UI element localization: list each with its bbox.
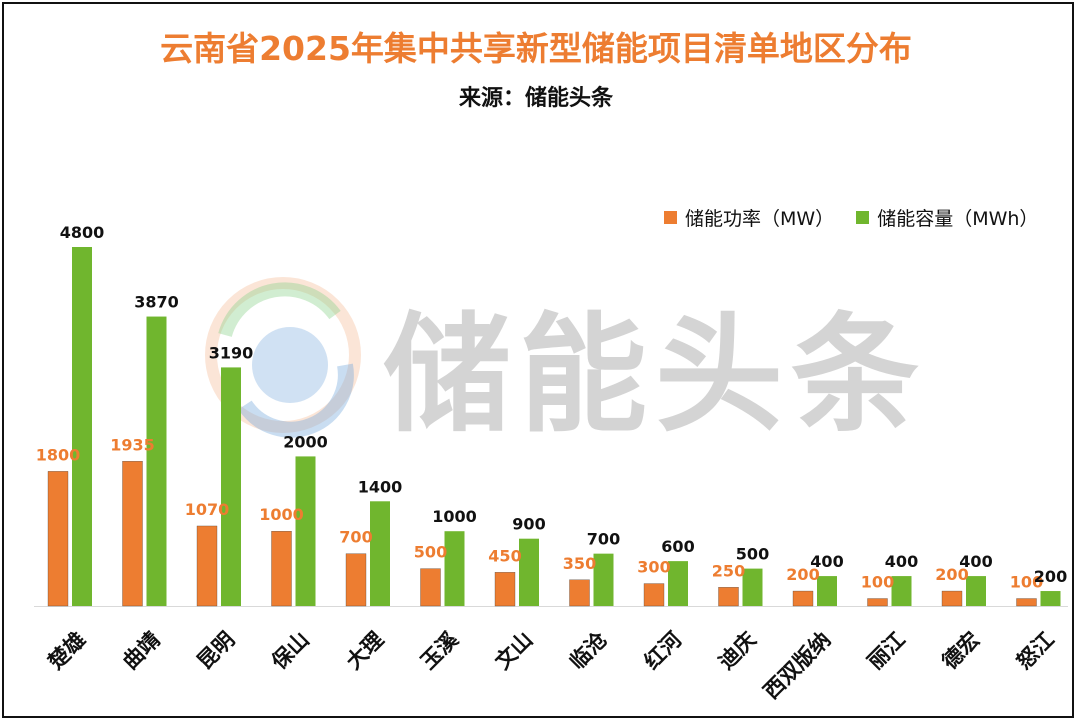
- label-power-4: 700: [339, 528, 372, 547]
- chart-title: 云南省2025年集中共享新型储能项目清单地区分布: [160, 29, 912, 68]
- bar-capacity-13: [1040, 591, 1061, 606]
- bar-power-8: [643, 583, 665, 607]
- label-power-13: 100: [1010, 573, 1043, 592]
- category-label-1: 曲靖: [118, 627, 165, 674]
- legend-swatch-power: [664, 211, 677, 224]
- bar-power-11: [867, 598, 888, 607]
- label-capacity-4: 1400: [358, 477, 403, 496]
- label-power-5: 500: [414, 543, 447, 562]
- bar-capacity-1: [146, 316, 167, 606]
- bar-capacity-2: [221, 367, 241, 606]
- label-power-9: 250: [712, 561, 745, 580]
- label-capacity-12: 400: [959, 552, 992, 571]
- bar-power-7: [569, 579, 590, 607]
- category-label-4: 大理: [342, 627, 389, 674]
- bar-capacity-6: [519, 538, 539, 606]
- category-label-13: 怒江: [1012, 627, 1059, 674]
- label-capacity-1: 3870: [134, 293, 179, 312]
- category-label-5: 玉溪: [416, 627, 463, 674]
- bar-capacity-12: [966, 576, 986, 606]
- bar-power-12: [941, 590, 963, 607]
- label-capacity-13: 200: [1034, 567, 1067, 586]
- legend-label-power: 储能功率（MW）: [685, 208, 835, 230]
- label-power-11: 100: [861, 573, 894, 592]
- bar-capacity-0: [72, 247, 92, 606]
- legend-label-capacity: 储能容量（MWh）: [877, 208, 1039, 230]
- label-capacity-3: 2000: [283, 432, 328, 451]
- bar-power-1: [122, 461, 143, 607]
- label-capacity-10: 400: [810, 552, 843, 571]
- category-label-2: 昆明: [193, 627, 240, 674]
- bar-power-5: [420, 568, 441, 607]
- label-power-12: 200: [935, 565, 968, 584]
- label-power-10: 200: [786, 565, 819, 584]
- legend: 储能功率（MW） 储能容量（MWh）: [664, 204, 1060, 231]
- bar-power-13: [1016, 598, 1037, 607]
- label-capacity-6: 900: [512, 515, 545, 534]
- legend-swatch-capacity: [856, 211, 870, 224]
- bar-capacity-10: [817, 576, 837, 606]
- category-label-11: 丽江: [863, 627, 910, 674]
- label-power-2: 1070: [185, 500, 230, 519]
- label-power-8: 300: [637, 558, 670, 577]
- label-capacity-5: 1000: [432, 507, 477, 526]
- bar-capacity-7: [593, 553, 614, 606]
- bar-power-10: [792, 590, 814, 607]
- bar-power-0: [47, 471, 69, 607]
- category-label-10: 西双版纳: [759, 627, 835, 703]
- bar-capacity-11: [891, 576, 912, 606]
- category-label-0: 楚雄: [44, 627, 91, 674]
- label-capacity-0: 4800: [60, 223, 105, 242]
- label-capacity-11: 400: [885, 552, 918, 571]
- bar-power-3: [271, 531, 292, 607]
- bar-capacity-8: [668, 561, 688, 606]
- label-power-7: 350: [563, 554, 596, 573]
- bar-capacity-5: [444, 531, 465, 606]
- label-power-1: 1935: [110, 435, 155, 454]
- bar-power-2: [196, 525, 218, 607]
- label-power-3: 1000: [259, 505, 304, 524]
- legend-item-power: 储能功率（MW）: [664, 204, 834, 231]
- category-label-6: 文山: [491, 627, 538, 674]
- category-label-7: 临沧: [565, 627, 612, 674]
- category-label-9: 迪庆: [714, 627, 761, 674]
- label-power-6: 450: [488, 546, 521, 565]
- category-label-8: 红河: [640, 627, 687, 674]
- label-capacity-9: 500: [736, 545, 769, 564]
- bar-capacity-4: [370, 501, 390, 606]
- bar-capacity-9: [742, 568, 763, 606]
- category-label-12: 德宏: [938, 627, 985, 674]
- bar-power-9: [718, 587, 739, 607]
- bar-power-6: [494, 572, 516, 607]
- label-power-0: 1800: [36, 445, 81, 464]
- bar-capacity-3: [295, 456, 316, 606]
- label-capacity-2: 3190: [209, 343, 254, 362]
- category-label-3: 保山: [266, 627, 313, 674]
- chart-subtitle: 来源：储能头条: [458, 86, 613, 111]
- bar-power-4: [345, 553, 367, 607]
- label-capacity-8: 600: [661, 537, 694, 556]
- legend-item-capacity: 储能容量（MWh）: [856, 204, 1038, 231]
- label-capacity-7: 700: [587, 530, 620, 549]
